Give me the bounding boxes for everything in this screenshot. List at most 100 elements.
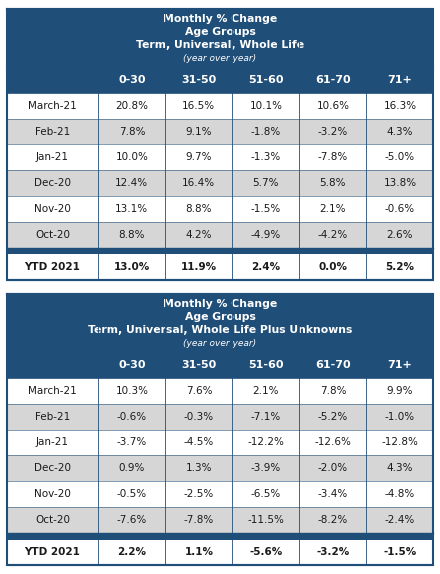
Text: 11.9%: 11.9%: [181, 262, 217, 272]
Text: 16.4%: 16.4%: [182, 178, 216, 188]
Text: 0-30: 0-30: [118, 360, 146, 370]
Text: March-21: March-21: [28, 100, 77, 111]
Text: YTD 2021: YTD 2021: [25, 548, 81, 557]
Text: Dec-20: Dec-20: [34, 463, 71, 474]
Text: Oct-20: Oct-20: [35, 230, 70, 240]
Bar: [7, 507, 433, 533]
Text: -5.6%: -5.6%: [249, 548, 282, 557]
Text: -7.8%: -7.8%: [318, 152, 348, 162]
Text: Nov-20: Nov-20: [34, 489, 71, 499]
Text: 10.3%: 10.3%: [115, 386, 148, 396]
Text: -7.8%: -7.8%: [184, 515, 214, 525]
Text: 51-60: 51-60: [248, 360, 284, 370]
Text: -3.7%: -3.7%: [117, 437, 147, 448]
Text: 13.0%: 13.0%: [114, 262, 150, 272]
Text: Nov-20: Nov-20: [34, 204, 71, 214]
Text: 61-70: 61-70: [315, 360, 351, 370]
Text: -12.8%: -12.8%: [381, 437, 418, 448]
Text: 2.1%: 2.1%: [253, 386, 279, 396]
Text: -0.6%: -0.6%: [117, 412, 147, 422]
Bar: [7, 145, 433, 170]
Text: -4.9%: -4.9%: [251, 230, 281, 240]
Text: -1.5%: -1.5%: [251, 204, 281, 214]
Text: 5.2%: 5.2%: [385, 262, 414, 272]
Text: -4.8%: -4.8%: [385, 489, 415, 499]
Text: 71+: 71+: [388, 75, 412, 85]
Text: -0.5%: -0.5%: [117, 489, 147, 499]
Text: 4.2%: 4.2%: [186, 230, 212, 240]
Bar: [7, 222, 433, 247]
Text: 20.8%: 20.8%: [115, 100, 148, 111]
Text: -0.3%: -0.3%: [184, 412, 214, 422]
Text: 4.3%: 4.3%: [387, 463, 413, 474]
Bar: [7, 352, 433, 378]
Bar: [7, 119, 433, 145]
Text: 2.4%: 2.4%: [251, 262, 280, 272]
Text: March-21: March-21: [28, 386, 77, 396]
Text: 5.8%: 5.8%: [319, 178, 346, 188]
Text: 9.1%: 9.1%: [186, 126, 212, 137]
Text: 7.8%: 7.8%: [119, 126, 145, 137]
Text: 71+: 71+: [388, 360, 412, 370]
Text: Age Groups: Age Groups: [184, 27, 256, 37]
Bar: [7, 294, 433, 352]
Bar: [7, 196, 433, 222]
Text: -12.6%: -12.6%: [315, 437, 351, 448]
Bar: [7, 429, 433, 455]
Text: 13.1%: 13.1%: [115, 204, 148, 214]
Bar: [7, 481, 433, 507]
Text: 7.6%: 7.6%: [186, 386, 212, 396]
Bar: [7, 533, 433, 540]
Text: 51-60: 51-60: [248, 75, 284, 85]
Bar: [7, 93, 433, 119]
Text: -8.2%: -8.2%: [318, 515, 348, 525]
Text: 2.6%: 2.6%: [387, 230, 413, 240]
Text: 16.3%: 16.3%: [383, 100, 416, 111]
Text: Monthly % Change: Monthly % Change: [163, 14, 277, 24]
Text: Feb-21: Feb-21: [35, 412, 70, 422]
Bar: [7, 378, 433, 404]
Text: -3.2%: -3.2%: [316, 548, 349, 557]
Bar: [7, 9, 433, 67]
Text: 61-70: 61-70: [315, 75, 351, 85]
Text: -2.4%: -2.4%: [385, 515, 415, 525]
Text: -1.8%: -1.8%: [251, 126, 281, 137]
Text: -5.2%: -5.2%: [318, 412, 348, 422]
Text: 10.6%: 10.6%: [316, 100, 349, 111]
Text: 8.8%: 8.8%: [186, 204, 212, 214]
Text: 9.9%: 9.9%: [387, 386, 413, 396]
Text: 0.0%: 0.0%: [319, 262, 348, 272]
Text: 10.1%: 10.1%: [249, 100, 282, 111]
Text: 1.3%: 1.3%: [186, 463, 212, 474]
Text: -7.6%: -7.6%: [117, 515, 147, 525]
Text: -3.4%: -3.4%: [318, 489, 348, 499]
Text: 0-30: 0-30: [118, 75, 146, 85]
Text: -5.0%: -5.0%: [385, 152, 415, 162]
Text: Term, Universal, Whole Life Plus Unknowns: Term, Universal, Whole Life Plus Unknown…: [88, 325, 352, 335]
Text: 9.7%: 9.7%: [186, 152, 212, 162]
Text: 13.8%: 13.8%: [383, 178, 416, 188]
Text: 12.4%: 12.4%: [115, 178, 148, 188]
Text: 10.0%: 10.0%: [115, 152, 148, 162]
Text: 0.9%: 0.9%: [119, 463, 145, 474]
Text: YTD 2021: YTD 2021: [25, 262, 81, 272]
Text: (year over year): (year over year): [183, 54, 257, 63]
Text: -3.2%: -3.2%: [318, 126, 348, 137]
Bar: [7, 170, 433, 196]
Text: 7.8%: 7.8%: [319, 386, 346, 396]
Bar: [7, 455, 433, 481]
Text: -3.9%: -3.9%: [251, 463, 281, 474]
Text: -1.5%: -1.5%: [383, 548, 417, 557]
Text: 2.1%: 2.1%: [319, 204, 346, 214]
Text: 1.1%: 1.1%: [184, 548, 213, 557]
Text: Term, Universal, Whole Life: Term, Universal, Whole Life: [136, 40, 304, 50]
Text: -2.5%: -2.5%: [184, 489, 214, 499]
Bar: [7, 67, 433, 93]
Text: 4.3%: 4.3%: [387, 126, 413, 137]
Text: Jan-21: Jan-21: [36, 152, 69, 162]
Text: -2.0%: -2.0%: [318, 463, 348, 474]
Text: 5.7%: 5.7%: [253, 178, 279, 188]
Bar: [7, 540, 433, 565]
Text: Feb-21: Feb-21: [35, 126, 70, 137]
Text: Dec-20: Dec-20: [34, 178, 71, 188]
